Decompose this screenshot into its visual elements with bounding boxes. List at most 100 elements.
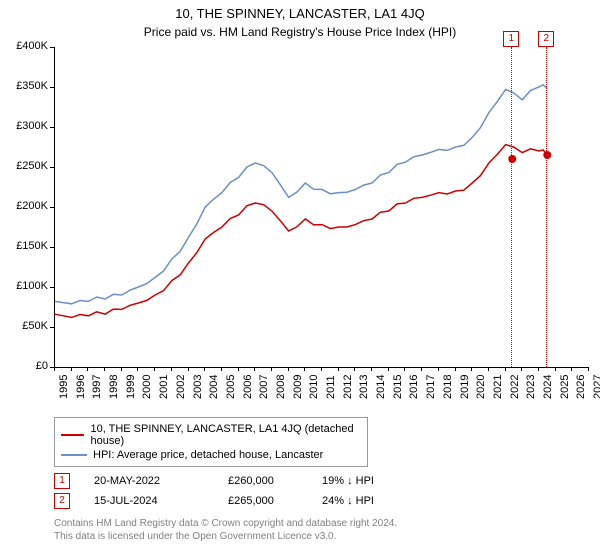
transaction-date: 15-JUL-2024 [94, 495, 204, 507]
chart-area: £0 £50K £100K £150K £200K £250K £300K £350K £400… [8, 43, 592, 413]
x-axis-tick [154, 367, 155, 371]
x-axis-tick-label: 2009 [292, 375, 304, 399]
x-axis-tick [254, 367, 255, 371]
chart-title: 10, THE SPINNEY, LANCASTER, LA1 4JQ [8, 6, 592, 21]
y-axis-tick-label: £300K [8, 120, 48, 132]
transaction-pill: 2 [54, 493, 70, 509]
x-axis-tick-label: 1995 [58, 375, 70, 399]
x-axis-tick-label: 2014 [375, 375, 387, 399]
x-axis-tick-label: 2010 [308, 375, 320, 399]
transaction-delta: 24% ↓ HPI [322, 495, 402, 507]
y-axis-tick [50, 327, 54, 328]
x-axis-tick-label: 2021 [492, 375, 504, 399]
x-axis-tick [388, 367, 389, 371]
x-axis-tick [571, 367, 572, 371]
y-axis-tick [50, 287, 54, 288]
x-axis-tick-label: 2023 [525, 375, 537, 399]
x-axis-tick-label: 2000 [141, 375, 153, 399]
x-axis-tick [221, 367, 222, 371]
x-axis-tick [588, 367, 589, 371]
x-axis-tick [354, 367, 355, 371]
footer-attribution: Contains HM Land Registry data © Crown c… [54, 517, 592, 543]
marker-pill: 2 [538, 31, 554, 47]
x-axis-tick [438, 367, 439, 371]
y-axis-tick [50, 167, 54, 168]
x-axis-tick [304, 367, 305, 371]
x-axis-tick [338, 367, 339, 371]
y-axis-tick [50, 47, 54, 48]
transaction-delta: 19% ↓ HPI [322, 475, 402, 487]
x-axis-tick-label: 1998 [108, 375, 120, 399]
x-axis-tick [321, 367, 322, 371]
transaction-price: £265,000 [228, 495, 298, 507]
y-axis-tick-label: £100K [8, 280, 48, 292]
legend-label: HPI: Average price, detached house, Lanc… [93, 449, 323, 461]
x-axis-tick-label: 2020 [475, 375, 487, 399]
marker-pill: 1 [503, 31, 519, 47]
x-axis-tick-label: 2019 [459, 375, 471, 399]
x-axis-tick-label: 2027 [592, 375, 600, 399]
x-axis-tick [104, 367, 105, 371]
legend-swatch [61, 434, 84, 436]
marker-vertical-line [546, 47, 547, 367]
transactions-table: 120-MAY-2022£260,00019% ↓ HPI215-JUL-202… [54, 471, 592, 511]
y-axis-tick-label: £0 [8, 360, 48, 372]
x-axis-tick-label: 2002 [175, 375, 187, 399]
y-axis-tick-label: £200K [8, 200, 48, 212]
footer-line-1: Contains HM Land Registry data © Crown c… [54, 517, 592, 530]
legend-swatch [61, 454, 87, 456]
x-axis-tick [87, 367, 88, 371]
marker-dot [508, 155, 516, 163]
x-axis-tick-label: 2006 [242, 375, 254, 399]
x-axis-tick [404, 367, 405, 371]
x-axis-tick-label: 1997 [91, 375, 103, 399]
x-axis-tick [421, 367, 422, 371]
x-axis-tick [455, 367, 456, 371]
x-axis-tick-label: 2003 [192, 375, 204, 399]
x-axis-tick-label: 2012 [342, 375, 354, 399]
x-axis-tick-label: 1996 [75, 375, 87, 399]
x-axis-tick [71, 367, 72, 371]
x-axis-tick-label: 2026 [575, 375, 587, 399]
x-axis-tick [171, 367, 172, 371]
y-axis-tick [50, 87, 54, 88]
x-axis-tick-label: 2024 [542, 375, 554, 399]
x-axis-tick [271, 367, 272, 371]
y-axis-tick [50, 207, 54, 208]
transaction-date: 20-MAY-2022 [94, 475, 204, 487]
legend-item: HPI: Average price, detached house, Lanc… [61, 448, 361, 462]
x-axis-tick-label: 2001 [158, 375, 170, 399]
y-axis-tick-label: £250K [8, 160, 48, 172]
x-axis-tick-label: 2008 [275, 375, 287, 399]
x-axis-tick [288, 367, 289, 371]
legend: 10, THE SPINNEY, LANCASTER, LA1 4JQ (det… [54, 417, 368, 467]
x-axis-tick-label: 2015 [392, 375, 404, 399]
footer-line-2: This data is licensed under the Open Gov… [54, 530, 592, 543]
y-axis-tick [50, 247, 54, 248]
plot-area [54, 47, 589, 368]
y-axis-tick-label: £50K [8, 320, 48, 332]
y-axis-tick-label: £400K [8, 40, 48, 52]
y-axis-tick-label: £150K [8, 240, 48, 252]
x-axis-tick-label: 2018 [442, 375, 454, 399]
x-axis-tick-label: 2017 [425, 375, 437, 399]
legend-label: 10, THE SPINNEY, LANCASTER, LA1 4JQ (det… [90, 423, 361, 447]
x-axis-tick [488, 367, 489, 371]
x-axis-tick [555, 367, 556, 371]
x-axis-tick [371, 367, 372, 371]
x-axis-tick-label: 2013 [358, 375, 370, 399]
x-axis-tick [505, 367, 506, 371]
transaction-price: £260,000 [228, 475, 298, 487]
marker-vertical-line [511, 47, 512, 367]
x-axis-tick [54, 367, 55, 371]
y-axis-tick-label: £350K [8, 80, 48, 92]
x-axis-tick-label: 2025 [559, 375, 571, 399]
x-axis-tick [538, 367, 539, 371]
marker-dot [543, 151, 551, 159]
transaction-row: 120-MAY-2022£260,00019% ↓ HPI [54, 471, 592, 491]
x-axis-tick [121, 367, 122, 371]
x-axis-tick [204, 367, 205, 371]
x-axis-tick-label: 2005 [225, 375, 237, 399]
y-axis-tick [50, 127, 54, 128]
x-axis-tick [238, 367, 239, 371]
